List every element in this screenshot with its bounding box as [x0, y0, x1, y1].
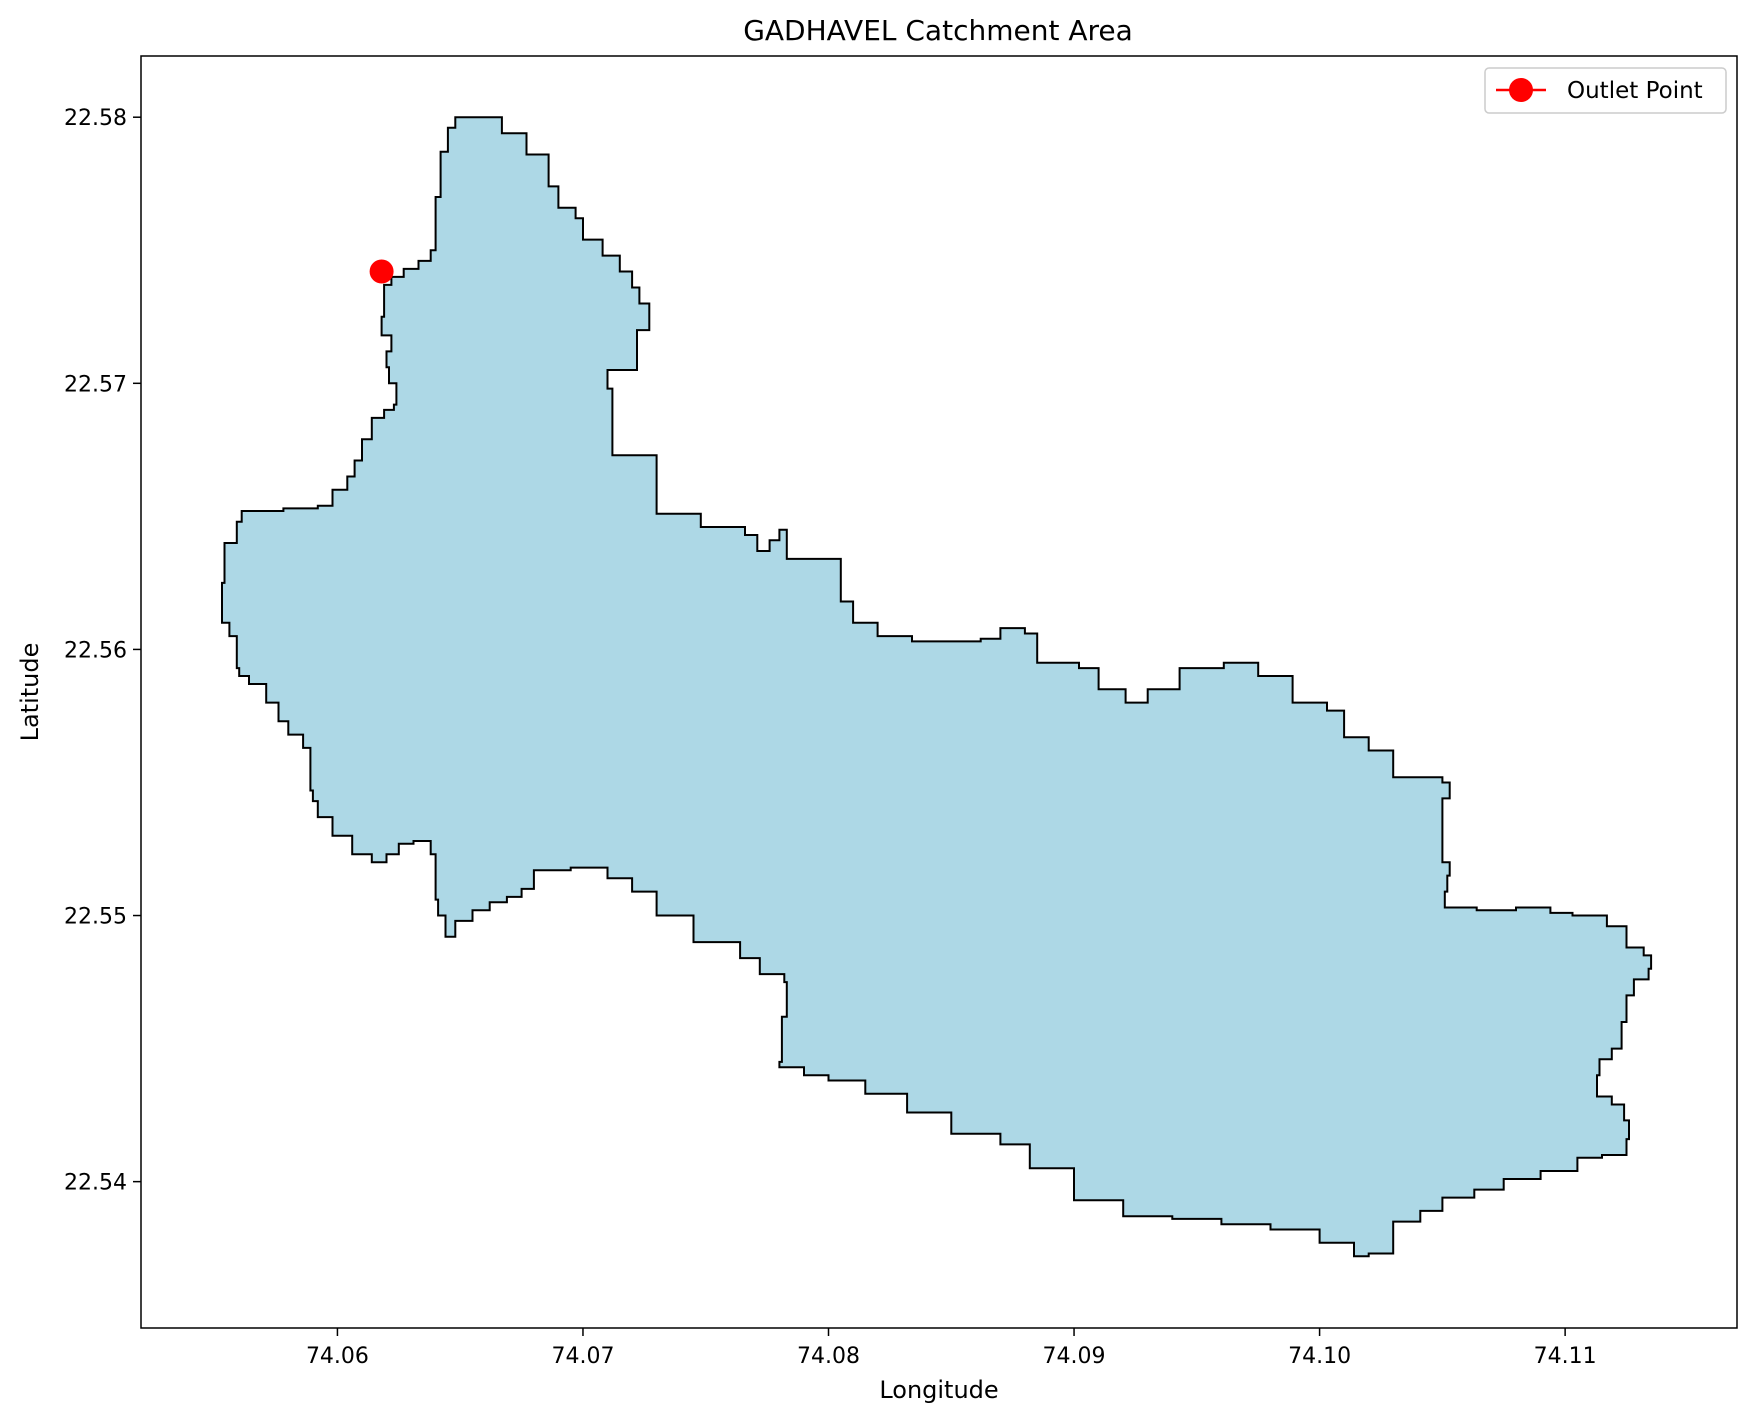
- x-axis-ticks: 74.06 74.07 74.08 74.09 74.10 74.11: [306, 1328, 1597, 1369]
- chart-title: GADHAVEL Catchment Area: [743, 14, 1133, 47]
- axes-frame: [140, 55, 1738, 1329]
- x-tick-label: 74.08: [797, 1344, 860, 1369]
- x-tick-label: 74.09: [1043, 1344, 1106, 1369]
- x-tick-label: 74.10: [1288, 1344, 1351, 1369]
- legend: Outlet Point: [1484, 67, 1727, 114]
- y-tick-label: 22.58: [64, 106, 127, 131]
- x-tick-label: 74.07: [551, 1344, 614, 1369]
- x-tick-label: 74.06: [306, 1344, 369, 1369]
- y-tick-label: 22.56: [64, 638, 127, 663]
- y-tick-label: 22.55: [64, 905, 127, 930]
- plot-area: [221, 116, 1653, 1258]
- legend-box: [1484, 67, 1727, 114]
- legend-marker-icon: [1509, 78, 1533, 102]
- y-axis-label: Latitude: [16, 643, 44, 742]
- legend-label-outlet-point: Outlet Point: [1567, 78, 1703, 104]
- x-axis-label: Longitude: [879, 1376, 998, 1404]
- catchment-polygon: [221, 116, 1653, 1258]
- y-axis-ticks: 22.54 22.55 22.56 22.57 22.58: [64, 106, 141, 1196]
- outlet-point-marker[interactable]: [369, 259, 394, 284]
- y-tick-label: 22.54: [64, 1171, 127, 1196]
- x-tick-label: 74.11: [1534, 1344, 1597, 1369]
- y-tick-label: 22.57: [64, 372, 127, 397]
